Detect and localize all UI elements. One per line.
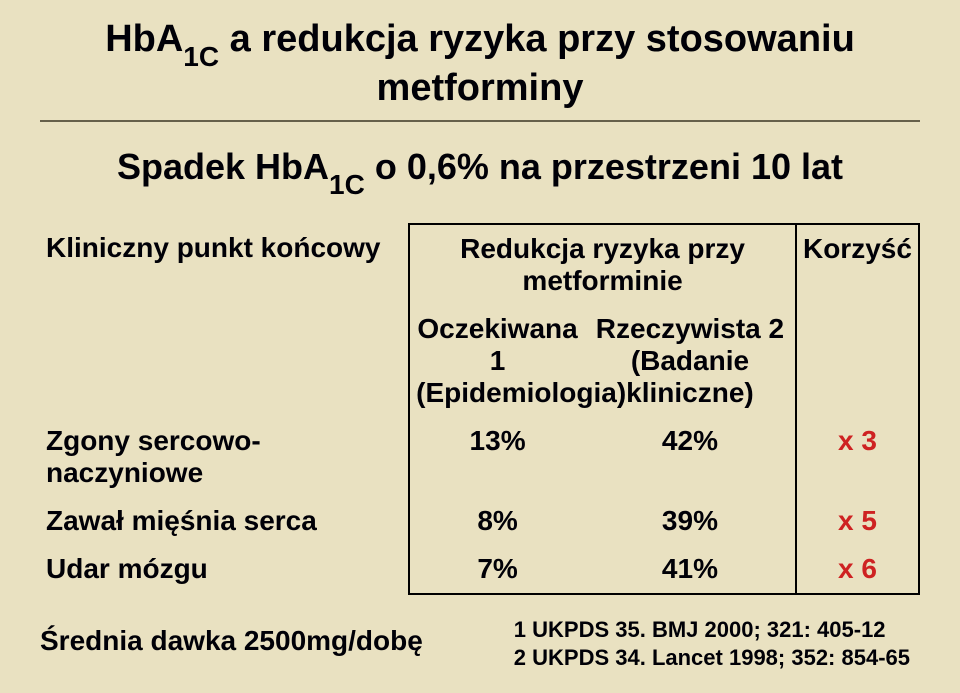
slide-title: HbA1C a redukcja ryzyka przy stosowaniu … — [40, 18, 920, 110]
subheader-expected-1: Oczekiwana 1 — [417, 313, 577, 376]
header-endpoint: Kliniczny punkt końcowy — [46, 232, 380, 263]
title-text-1: HbA — [105, 18, 183, 60]
row-expected: 13% — [470, 425, 526, 456]
footnote-ref-1: 1 UKPDS 35. BMJ 2000; 321: 405-12 — [514, 616, 910, 644]
row-expected: 8% — [477, 505, 517, 536]
title-line-2: metforminy — [377, 67, 584, 109]
row-label: Zawał mięśnia serca — [46, 505, 317, 536]
title-rule — [40, 120, 920, 122]
data-table: Kliniczny punkt końcowy Redukcja ryzyka … — [40, 223, 920, 595]
footnote-references: 1 UKPDS 35. BMJ 2000; 321: 405-12 2 UKPD… — [514, 616, 910, 671]
row-actual: 42% — [662, 425, 718, 456]
table-wrapper: Kliniczny punkt końcowy Redukcja ryzyka … — [40, 223, 920, 595]
subheader-actual-2: (Badanie kliniczne) — [626, 345, 754, 408]
slide: HbA1C a redukcja ryzyka przy stosowaniu … — [0, 0, 960, 693]
table-row: Udar mózgu 7% 41% x 6 — [40, 545, 919, 594]
row-benefit: x 5 — [838, 505, 877, 536]
subtitle-text-2: o 0,6% na przestrzeni 10 lat — [365, 146, 843, 187]
row-benefit: x 6 — [838, 553, 877, 584]
row-benefit: x 3 — [838, 425, 877, 456]
row-actual: 41% — [662, 553, 718, 584]
footnote-ref-2: 2 UKPDS 34. Lancet 1998; 352: 854-65 — [514, 644, 910, 672]
table-header-row: Kliniczny punkt końcowy Redukcja ryzyka … — [40, 224, 919, 305]
header-reduction: Redukcja ryzyka przy metforminie — [460, 233, 745, 296]
title-subscript-1: 1C — [183, 41, 219, 72]
subheader-expected-2: (Epidemiologia) — [416, 377, 626, 408]
subtitle-text-1: Spadek HbA — [117, 146, 329, 187]
row-label: Udar mózgu — [46, 553, 208, 584]
row-actual: 39% — [662, 505, 718, 536]
row-label: Zgony sercowo-naczyniowe — [46, 425, 261, 488]
table-row: Zawał mięśnia serca 8% 39% x 5 — [40, 497, 919, 545]
subtitle-subscript: 1C — [329, 169, 365, 200]
title-text-2: a redukcja ryzyka przy stosowaniu — [219, 18, 855, 60]
header-benefit: Korzyść — [803, 233, 912, 264]
slide-subtitle: Spadek HbA1C o 0,6% na przestrzeni 10 la… — [40, 146, 920, 194]
row-expected: 7% — [477, 553, 517, 584]
subheader-actual-1: Rzeczywista 2 — [596, 313, 784, 344]
table-row: Zgony sercowo-naczyniowe 13% 42% x 3 — [40, 417, 919, 497]
